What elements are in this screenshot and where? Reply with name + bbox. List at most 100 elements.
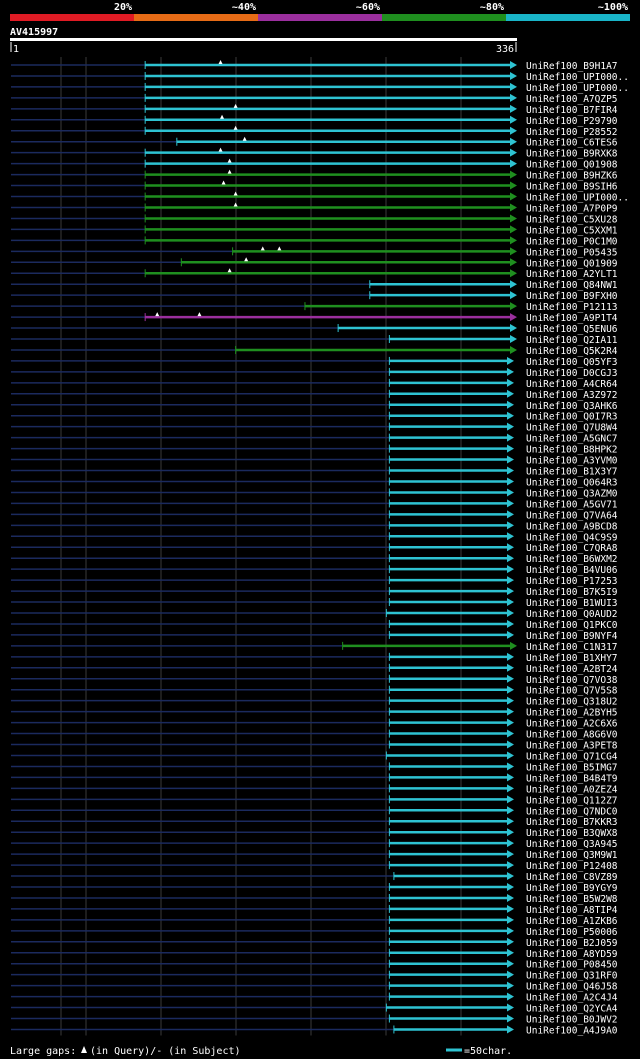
hit-label[interactable]: UniRef100_B9HZK6 [526,171,618,182]
hit-label[interactable]: UniRef100_B2J059 [526,938,618,949]
hit-row[interactable]: UniRef100_A9BCD8 [11,521,618,532]
hit-label[interactable]: UniRef100_A4CR64 [526,379,618,390]
hit-row[interactable]: UniRef100_A7P0P9 [11,202,618,214]
hit-row[interactable]: UniRef100_Q7U8W4 [11,422,618,434]
hit-row[interactable]: UniRef100_C5XU28 [11,214,618,225]
hit-row[interactable]: UniRef100_Q112Z7 [11,795,618,806]
hit-label[interactable]: UniRef100_Q7VO38 [526,675,618,686]
hit-row[interactable]: UniRef100_A5GNC7 [11,433,618,445]
hit-row[interactable]: UniRef100_Q46J58 [11,981,618,993]
hit-row[interactable]: UniRef100_B9FXH0 [11,291,618,302]
hit-row[interactable]: UniRef100_A2BT24 [11,663,618,675]
hit-row[interactable]: UniRef100_B9H1A7 [11,60,618,72]
hit-label[interactable]: UniRef100_D0CGJ3 [526,368,618,379]
hit-label[interactable]: UniRef100_Q3A945 [526,839,618,850]
hit-label[interactable]: UniRef100_Q1PKC0 [526,620,618,631]
hit-row[interactable]: UniRef100_A4J9A0 [11,1025,618,1036]
hit-row[interactable]: UniRef100_C7QRA8 [11,543,618,554]
hit-label[interactable]: UniRef100_Q7VA64 [526,510,618,521]
hit-label[interactable]: UniRef100_P12113 [526,302,618,313]
hit-label[interactable]: UniRef100_Q4C9S9 [526,532,618,543]
hit-row[interactable]: UniRef100_A7QZP5 [11,93,618,105]
hit-label[interactable]: UniRef100_Q5K2R4 [526,346,618,357]
hit-label[interactable]: UniRef100_A5GNC7 [526,434,618,445]
hit-row[interactable]: UniRef100_Q7VO38 [11,674,618,686]
hit-row[interactable]: UniRef100_Q3AHK6 [11,400,618,412]
hit-row[interactable]: UniRef100_A5GV71 [11,499,618,510]
hit-label[interactable]: UniRef100_B1XHY7 [526,653,618,664]
hit-label[interactable]: UniRef100_A5GV71 [526,499,618,510]
hit-label[interactable]: UniRef100_A2YLT1 [526,269,618,280]
hit-row[interactable]: UniRef100_D0CGJ3 [11,367,618,379]
hit-label[interactable]: UniRef100_P12408 [526,861,618,872]
hit-label[interactable]: UniRef100_B8HPK2 [526,445,618,456]
hit-label[interactable]: UniRef100_B6WXM2 [526,554,618,565]
hit-label[interactable]: UniRef100_B1X3Y7 [526,467,618,478]
hit-row[interactable]: UniRef100_Q3AZM0 [11,488,618,499]
hit-row[interactable]: UniRef100_A3Z972 [11,389,618,401]
hit-row[interactable]: UniRef100_P17253 [11,576,618,587]
hit-row[interactable]: UniRef100_Q01908 [11,158,618,171]
hit-row[interactable]: UniRef100_B5W2W8 [11,893,618,905]
hit-label[interactable]: UniRef100_B5W2W8 [526,894,618,905]
hit-row[interactable]: UniRef100_A8TIP4 [11,904,618,916]
hit-label[interactable]: UniRef100_A2C6X6 [526,719,618,730]
hit-row[interactable]: UniRef100_B7K5I9 [11,587,618,598]
hit-row[interactable]: UniRef100_A3PET8 [11,740,618,752]
hit-label[interactable]: UniRef100_P50006 [526,927,618,938]
hit-row[interactable]: UniRef100_Q1PKC0 [11,619,618,631]
hit-label[interactable]: UniRef100_Q0AUD2 [526,609,618,620]
hit-label[interactable]: UniRef100_B9NYF4 [526,631,618,642]
hit-label[interactable]: UniRef100_Q2IA11 [526,335,618,346]
hit-row[interactable]: UniRef100_B1XHY7 [11,652,618,664]
hit-label[interactable]: UniRef100_B9SIH6 [526,182,618,193]
hit-label[interactable]: UniRef100_B9YGY9 [526,883,618,894]
hit-row[interactable]: UniRef100_Q318U2 [11,696,618,708]
hit-label[interactable]: UniRef100_A2BT24 [526,664,618,675]
hit-row[interactable]: UniRef100_Q7VA64 [11,510,618,521]
hit-row[interactable]: UniRef100_Q84NW1 [11,280,618,291]
hit-row[interactable]: UniRef100_B8HPK2 [11,444,618,456]
hit-label[interactable]: UniRef100_B0JWV2 [526,1015,618,1026]
hit-label[interactable]: UniRef100_A8YD59 [526,949,618,960]
hit-label[interactable]: UniRef100_A3Z972 [526,390,618,401]
hit-row[interactable]: UniRef100_C8VZ89 [11,872,618,883]
hit-label[interactable]: UniRef100_Q7NDC0 [526,806,618,817]
hit-label[interactable]: UniRef100_P08450 [526,960,618,971]
hit-row[interactable]: UniRef100_A2BYH5 [11,707,618,719]
hit-row[interactable]: UniRef100_Q5K2R4 [11,345,618,357]
hit-label[interactable]: UniRef100_A9P1T4 [526,313,618,324]
hit-label[interactable]: UniRef100_Q3M9W1 [526,850,618,861]
hit-row[interactable]: UniRef100_A0ZEZ4 [11,784,618,795]
hit-label[interactable]: UniRef100_B9H1A7 [526,61,618,72]
hit-label[interactable]: UniRef100_Q0I7R3 [526,412,618,423]
hit-row[interactable]: UniRef100_A1ZKB6 [11,915,618,927]
hit-row[interactable]: UniRef100_Q2YCA4 [11,1003,618,1015]
hit-label[interactable]: UniRef100_C5XU28 [526,214,618,225]
hit-row[interactable]: UniRef100_B9HZK6 [11,169,618,182]
hit-row[interactable]: UniRef100_Q3A945 [11,839,618,850]
hit-label[interactable]: UniRef100_A9BCD8 [526,521,618,532]
hit-row[interactable]: UniRef100_B7FIR4 [11,103,618,116]
hit-row[interactable]: UniRef100_B9NYF4 [11,630,618,642]
hit-row[interactable]: UniRef100_A8G6V0 [11,729,618,741]
hit-label[interactable]: UniRef100_C7QRA8 [526,543,618,554]
hit-row[interactable]: UniRef100_B9RXK8 [11,147,618,160]
hit-label[interactable]: UniRef100_B7K5I9 [526,587,618,598]
hit-row[interactable]: UniRef100_UPI000.. [11,82,629,94]
hit-label[interactable]: UniRef100_UPI000.. [526,83,629,94]
hit-label[interactable]: UniRef100_P0C1M0 [526,236,618,247]
hit-row[interactable]: UniRef100_C1N317 [11,641,618,653]
hit-row[interactable]: UniRef100_UPI000.. [11,71,629,83]
hit-label[interactable]: UniRef100_Q3AZM0 [526,488,618,499]
hit-label[interactable]: UniRef100_A7QZP5 [526,94,618,105]
hit-row[interactable]: UniRef100_P0C1M0 [11,236,618,247]
hit-row[interactable]: UniRef100_Q064R3 [11,477,618,488]
hit-row[interactable]: UniRef100_Q05YF3 [11,356,618,368]
hit-label[interactable]: UniRef100_P29790 [526,116,618,127]
hit-row[interactable]: UniRef100_P28552 [11,125,618,138]
hit-label[interactable]: UniRef100_Q7V5S8 [526,686,618,697]
hit-row[interactable]: UniRef100_A8YD59 [11,948,618,960]
hit-row[interactable]: UniRef100_Q0AUD2 [11,609,618,620]
hit-row[interactable]: UniRef100_UPI000.. [11,191,629,204]
